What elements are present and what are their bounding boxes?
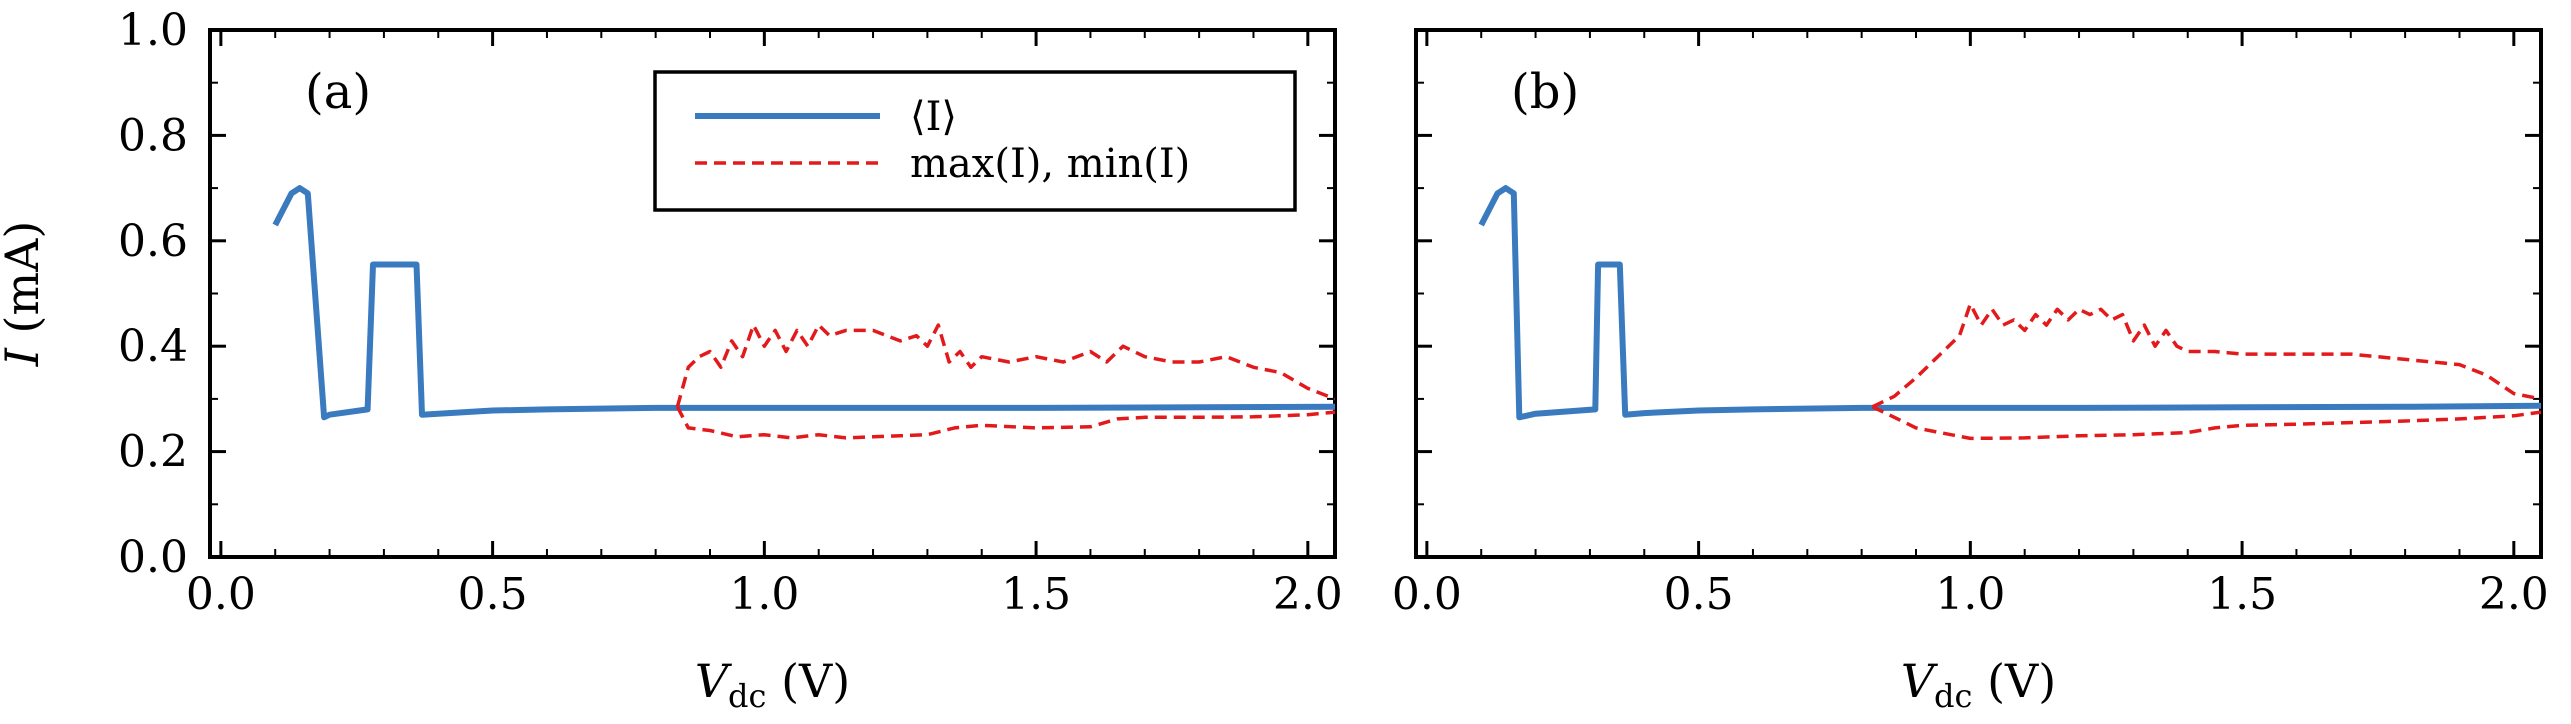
series-maxi <box>675 323 1335 408</box>
panel-b: 0.0 0.5 1.0 1.5 2.0 Vdc (V) (b) <box>1392 28 2549 715</box>
series-mini <box>1871 405 2541 441</box>
series-mean-current <box>1478 185 2541 421</box>
panel-label: (a) <box>305 64 371 120</box>
x-axis-label: Vdc (V) <box>1901 654 2056 715</box>
x-tick-label: 1.0 <box>729 569 799 620</box>
panel-a: 0.0 0.5 1.0 1.5 2.0 0.0 0.2 0.4 0.6 0.8 1.0 I (mA) V… <box>0 5 1343 715</box>
x-tick-label: 0.0 <box>1392 569 1462 620</box>
series-mean-current <box>272 185 1335 421</box>
legend-label-mean: ⟨I⟩ <box>910 94 957 140</box>
series-maxi <box>1871 302 2541 409</box>
x-tick-label: 0.0 <box>186 569 256 620</box>
y-tick-label: 0.8 <box>118 110 188 161</box>
x-axis-label: Vdc (V) <box>695 654 850 715</box>
y-tick-label: 0.6 <box>118 216 188 267</box>
panel-label: (b) <box>1511 64 1579 120</box>
x-tick-label: 1.5 <box>2207 569 2277 620</box>
x-tick-label: 1.0 <box>1935 569 2005 620</box>
y-tick-label: 1.0 <box>118 5 188 56</box>
y-axis-label: I (mA) <box>0 221 49 368</box>
x-tick-label: 1.5 <box>1001 569 1071 620</box>
x-tick-label: 0.5 <box>1664 569 1734 620</box>
x-tick-label: 2.0 <box>1273 569 1343 620</box>
legend-box <box>653 70 1297 212</box>
legend-label-maxmin: max(I), min(I) <box>910 141 1190 187</box>
x-tick-label: 0.5 <box>458 569 528 620</box>
legend: ⟨I⟩max(I), min(I) <box>653 70 1297 212</box>
y-tick-label: 0.4 <box>118 321 188 372</box>
x-tick-label: 2.0 <box>2479 569 2549 620</box>
y-tick-label: 0.0 <box>118 532 188 583</box>
plot-frame <box>1414 28 2543 559</box>
y-tick-label: 0.2 <box>118 427 188 478</box>
series-mini <box>675 405 1335 440</box>
